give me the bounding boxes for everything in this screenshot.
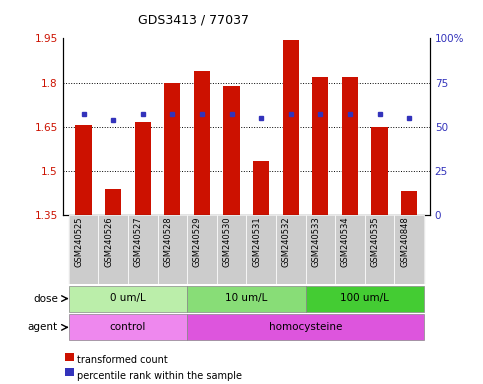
Text: GSM240529: GSM240529 [193, 217, 202, 267]
Bar [105, 189, 121, 215]
Text: GSM240534: GSM240534 [341, 217, 350, 267]
Bar [69, 286, 187, 311]
Text: control: control [110, 322, 146, 332]
Text: GSM240848: GSM240848 [400, 217, 409, 267]
Bar [246, 215, 276, 284]
Bar [157, 215, 187, 284]
Text: GSM240528: GSM240528 [163, 217, 172, 267]
Bar [276, 215, 306, 284]
Text: percentile rank within the sample: percentile rank within the sample [77, 371, 242, 381]
Text: GSM240532: GSM240532 [282, 217, 291, 267]
Bar [187, 215, 217, 284]
Text: GSM240525: GSM240525 [74, 217, 84, 267]
Text: homocysteine: homocysteine [269, 322, 342, 332]
Bar [394, 215, 424, 284]
Text: agent: agent [28, 322, 58, 333]
Bar [187, 286, 306, 311]
Bar [128, 215, 157, 284]
Text: GSM240527: GSM240527 [134, 217, 142, 267]
Bar [187, 314, 424, 340]
Text: GSM240533: GSM240533 [312, 217, 320, 267]
Text: GSM240535: GSM240535 [370, 217, 380, 267]
Bar [99, 215, 128, 284]
Bar [69, 314, 187, 340]
Bar [164, 83, 181, 215]
Bar [335, 215, 365, 284]
Text: transformed count: transformed count [77, 355, 168, 365]
Bar [365, 215, 394, 284]
Bar [312, 77, 328, 215]
Text: 10 um/L: 10 um/L [225, 293, 268, 303]
Bar [283, 40, 299, 215]
Bar [371, 127, 388, 215]
Bar [135, 122, 151, 215]
Text: GSM240526: GSM240526 [104, 217, 113, 267]
Text: 100 um/L: 100 um/L [341, 293, 389, 303]
Bar [401, 192, 417, 215]
Text: 0 um/L: 0 um/L [110, 293, 146, 303]
Text: GSM240530: GSM240530 [223, 217, 231, 267]
Bar [194, 71, 210, 215]
Text: GDS3413 / 77037: GDS3413 / 77037 [138, 14, 249, 27]
Bar [75, 125, 92, 215]
Bar [253, 161, 270, 215]
Text: GSM240531: GSM240531 [252, 217, 261, 267]
Bar [306, 215, 335, 284]
Bar [306, 286, 424, 311]
Text: dose: dose [33, 293, 58, 304]
Bar [342, 77, 358, 215]
Bar [69, 215, 99, 284]
Bar [217, 215, 246, 284]
Bar [223, 86, 240, 215]
